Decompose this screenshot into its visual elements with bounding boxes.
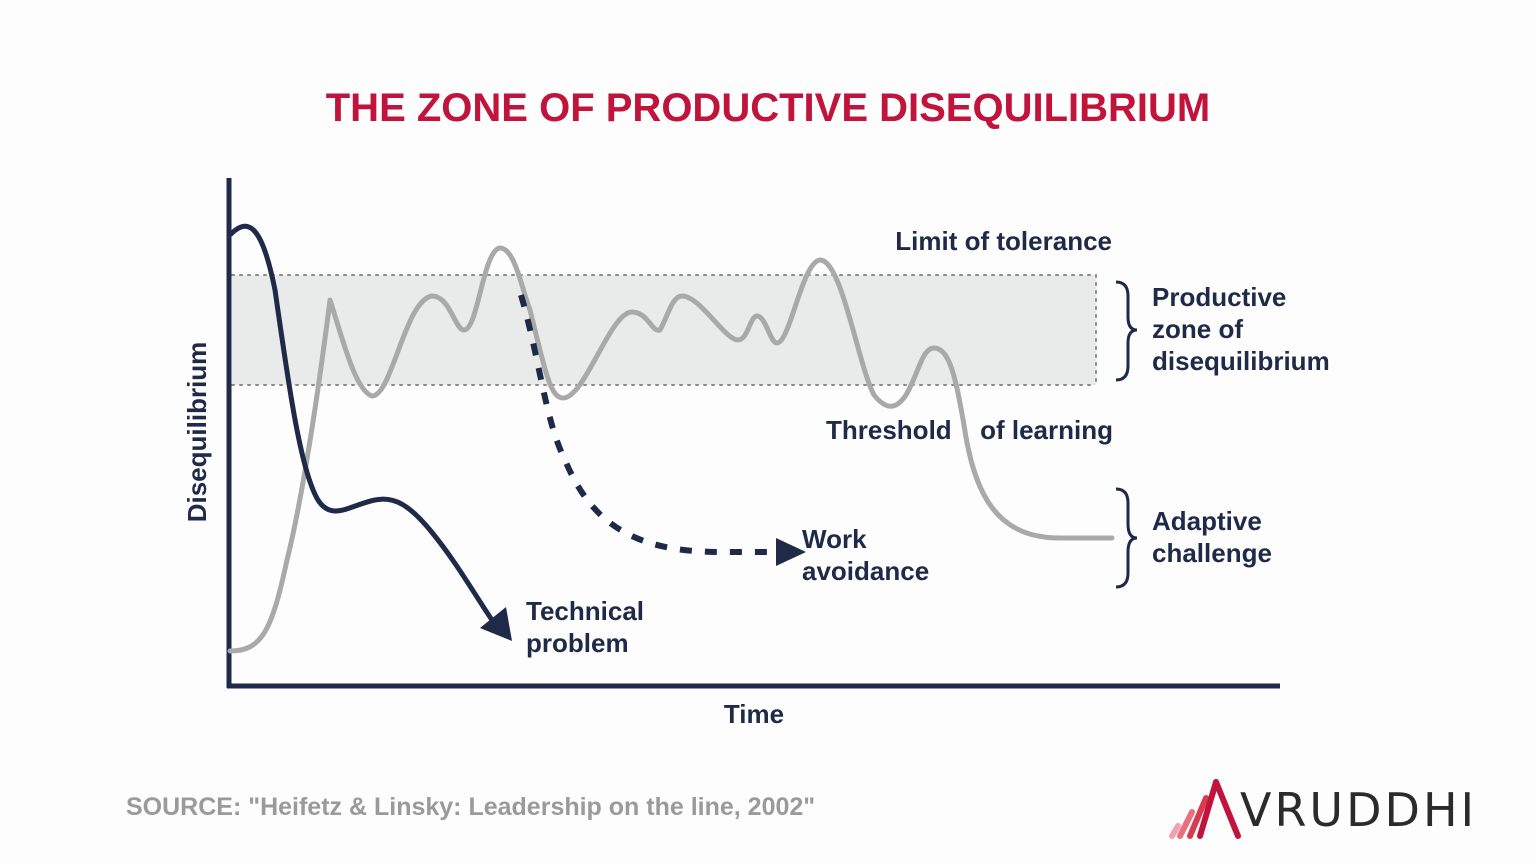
work-avoidance-line1: Work xyxy=(802,524,867,554)
page-title: THE ZONE OF PRODUCTIVE DISEQUILIBRIUM xyxy=(326,86,1210,130)
logo-mark-icon xyxy=(1169,779,1241,839)
productive-zone-band xyxy=(232,275,1096,385)
y-axis-label: Disequilibrium xyxy=(182,342,212,523)
adaptive-challenge-curve xyxy=(227,245,1115,654)
adaptive-label-line1: Adaptive xyxy=(1152,506,1262,536)
adaptive-brace xyxy=(1115,487,1138,589)
adaptive-label: Adaptive challenge xyxy=(1152,506,1272,568)
work-avoidance-curve xyxy=(518,294,780,555)
vruddhi-logo: VRUDDHI xyxy=(1169,779,1477,839)
logo-wordmark: VRUDDHI xyxy=(1240,783,1477,837)
zone-label: Productive zone of disequilibrium xyxy=(1152,282,1330,376)
technical-problem-label: Technical problem xyxy=(526,596,651,658)
zone-label-line2: zone of xyxy=(1152,314,1243,344)
technical-problem-curve xyxy=(228,223,495,623)
zone-label-line3: disequilibrium xyxy=(1152,346,1330,376)
zone-label-line1: Productive xyxy=(1152,282,1286,312)
limit-of-tolerance-label: Limit of tolerance xyxy=(895,226,1112,256)
threshold-label-part1: Threshold xyxy=(826,415,952,445)
threshold-label-part2: of learning xyxy=(980,415,1113,445)
technical-problem-arrowhead xyxy=(480,607,512,641)
x-axis-label: Time xyxy=(724,699,784,729)
work-avoidance-line2: avoidance xyxy=(802,556,929,586)
adaptive-label-line2: challenge xyxy=(1152,538,1272,568)
technical-problem-line1: Technical xyxy=(526,596,644,626)
work-avoidance-arrowhead xyxy=(776,538,806,566)
work-avoidance-label: Work avoidance xyxy=(802,524,929,586)
technical-problem-line2: problem xyxy=(526,628,629,658)
zone-brace xyxy=(1115,280,1138,382)
source-citation: SOURCE: "Heifetz & Linsky: Leadership on… xyxy=(126,793,815,821)
